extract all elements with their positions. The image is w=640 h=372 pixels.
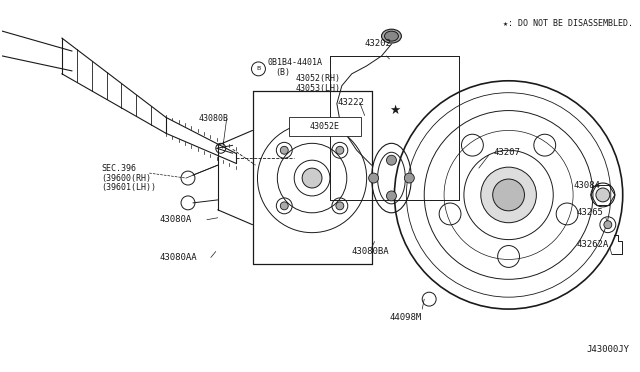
Text: ★: ★ [389, 104, 400, 117]
Text: 43207: 43207 [493, 148, 520, 157]
Text: 43202: 43202 [365, 39, 392, 48]
Text: 43053(LH): 43053(LH) [295, 84, 340, 93]
Circle shape [387, 155, 396, 165]
Text: 43265: 43265 [576, 208, 603, 217]
Text: 43222: 43222 [338, 98, 365, 107]
Circle shape [604, 221, 612, 229]
Circle shape [280, 146, 288, 154]
Text: 44098M: 44098M [390, 312, 422, 321]
FancyBboxPatch shape [289, 116, 361, 137]
Text: 43080A: 43080A [159, 215, 191, 224]
Text: SEC.396: SEC.396 [102, 164, 137, 173]
Text: B: B [257, 66, 260, 71]
Circle shape [280, 202, 288, 210]
Text: (39600(RH): (39600(RH) [102, 174, 152, 183]
Circle shape [493, 179, 524, 211]
Text: 43080AA: 43080AA [159, 253, 197, 262]
Text: 43080BA: 43080BA [352, 247, 389, 256]
Circle shape [336, 202, 344, 210]
Circle shape [481, 167, 536, 223]
Text: 0B1B4-4401A: 0B1B4-4401A [268, 58, 323, 67]
Text: 43052E: 43052E [310, 122, 340, 131]
Ellipse shape [385, 31, 399, 41]
Text: 43080B: 43080B [199, 114, 229, 123]
Circle shape [387, 191, 396, 201]
Text: (39601(LH)): (39601(LH)) [102, 183, 157, 192]
Text: ★: DO NOT BE DISASSEMBLED.: ★: DO NOT BE DISASSEMBLED. [502, 19, 633, 28]
Circle shape [302, 168, 322, 188]
Circle shape [596, 188, 610, 202]
Text: J43000JY: J43000JY [587, 345, 630, 354]
Text: 43262A: 43262A [576, 240, 609, 249]
Text: 43052(RH): 43052(RH) [295, 74, 340, 83]
Circle shape [369, 173, 378, 183]
Text: (B): (B) [275, 68, 291, 77]
Ellipse shape [381, 29, 401, 43]
Text: 43084: 43084 [573, 180, 600, 189]
Circle shape [404, 173, 414, 183]
Circle shape [336, 146, 344, 154]
